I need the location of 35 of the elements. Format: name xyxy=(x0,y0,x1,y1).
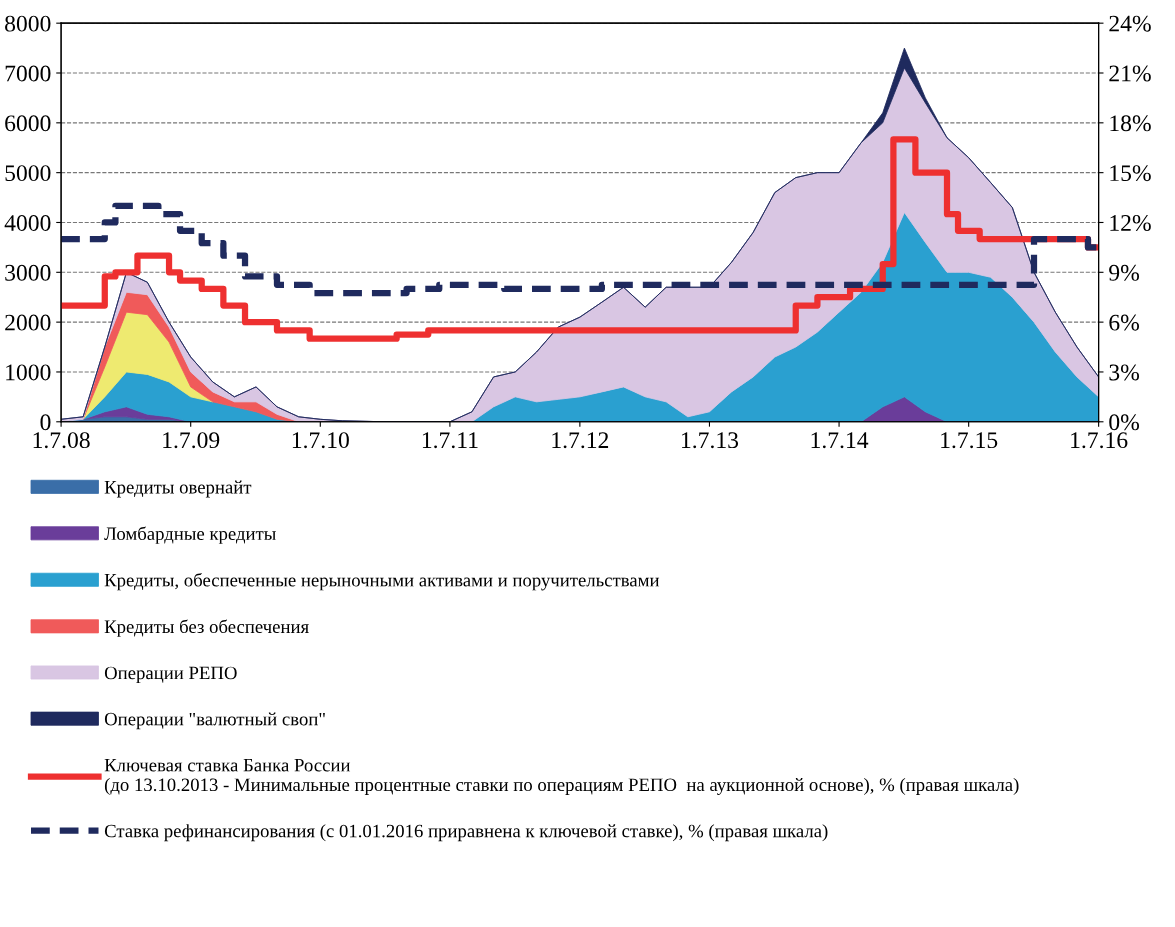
y2-tick-label: 9% xyxy=(1109,264,1140,281)
legend-label: Ломбардные кредиты xyxy=(104,526,276,544)
x-tick-label: 1.7.09 xyxy=(163,432,220,449)
y-tick-label: 3000 xyxy=(5,264,51,281)
y2-tick-label: 15% xyxy=(1110,165,1151,182)
y-tick-label: 1000 xyxy=(6,364,51,381)
x-tick-label: 1.7.12 xyxy=(552,432,609,449)
x-tick-label: 1.7.08 xyxy=(33,432,90,449)
y-tick-label: 5000 xyxy=(5,165,51,182)
y2-tick-label: 18% xyxy=(1110,115,1151,132)
legend-label: Операции "валютный своп" xyxy=(104,712,325,730)
y2-tick-label: 6% xyxy=(1109,314,1140,331)
legend-label: Ключевая ставка Банка России (до 13.10.2013 - Минимальные процентные ставки по операциям РЕПО на аукционной основе), % (правая шкала) xyxy=(104,759,1019,795)
legend-label: Кредиты, обеспеченные нерыночными активами и поручительствами xyxy=(104,572,660,591)
legend-label: Кредиты без обеспечения xyxy=(104,619,309,637)
y2-tick-label: 3% xyxy=(1109,364,1140,381)
x-tick-label: 1.7.16 xyxy=(1071,432,1128,449)
x-tick-label: 1.7.11 xyxy=(422,432,478,449)
legend-label: Кредиты овернайт xyxy=(104,480,252,498)
x-tick-label: 1.7.15 xyxy=(941,432,998,449)
x-tick-label: 1.7.10 xyxy=(292,432,349,449)
y-tick-label: 0 xyxy=(40,414,51,431)
x-tick-label: 1.7.14 xyxy=(811,432,869,449)
legend-label: Ставка рефинансирования (с 01.01.2016 приравнена к ключевой ставке), % (правая шкала) xyxy=(104,824,828,842)
y-tick-label: 7000 xyxy=(5,65,51,82)
y2-tick-label: 21% xyxy=(1109,65,1151,82)
y2-tick-label: 24% xyxy=(1109,15,1151,32)
y-tick-label: 6000 xyxy=(5,115,51,132)
y2-tick-label: 0% xyxy=(1109,414,1140,431)
legend-label: Операции РЕПО xyxy=(104,666,237,684)
y2-tick-label: 12% xyxy=(1110,214,1151,231)
y-tick-label: 2000 xyxy=(5,314,51,331)
y-tick-label: 8000 xyxy=(5,15,51,32)
y-tick-label: 4000 xyxy=(4,214,51,231)
x-tick-label: 1.7.13 xyxy=(682,432,739,449)
